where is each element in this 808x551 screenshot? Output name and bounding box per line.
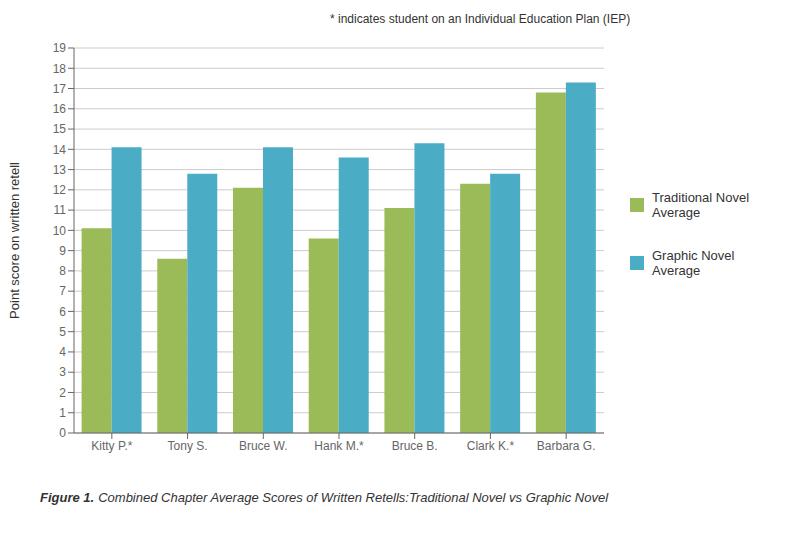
html-text:Graphic Novel: Graphic Novel (652, 248, 735, 263)
svg-text:Bruce W.: Bruce W. (239, 439, 288, 453)
svg-text:15: 15 (53, 122, 67, 136)
svg-text:9: 9 (59, 244, 66, 258)
html-text:Traditional Novel: Traditional Novel (652, 190, 750, 205)
svg-text:19: 19 (53, 41, 67, 55)
svg-text:2: 2 (59, 386, 66, 400)
svg-text:Point score on written retell: Point score on written retell (8, 162, 22, 319)
svg-text:Tony S.: Tony S. (168, 439, 208, 453)
svg-text:14: 14 (53, 143, 67, 157)
svg-text:4: 4 (59, 345, 66, 359)
svg-text:16: 16 (53, 102, 67, 116)
svg-text:6: 6 (59, 305, 66, 319)
svg-text:1: 1 (59, 406, 66, 420)
svg-text:Bruce B.: Bruce B. (392, 439, 438, 453)
svg-text:5: 5 (59, 325, 66, 339)
svg-text:11: 11 (54, 203, 67, 217)
svg-text:Barbara G.: Barbara G. (537, 439, 596, 453)
svg-text:18: 18 (53, 62, 67, 76)
svg-text:Kitty P.*: Kitty P.* (91, 439, 132, 453)
html-text:Figure 1. Combined Chapter Ave: Figure 1. Combined Chapter Average Score… (40, 490, 609, 505)
svg-text:8: 8 (59, 264, 66, 278)
svg-text:3: 3 (59, 365, 66, 379)
svg-text:Clark K.*: Clark K.* (467, 439, 515, 453)
html-text:Average: Average (652, 205, 701, 220)
svg-text:12: 12 (53, 183, 67, 197)
svg-text:Hank M.*: Hank M.* (314, 439, 364, 453)
svg-text:0: 0 (59, 426, 66, 440)
svg-text:7: 7 (59, 284, 66, 298)
html-text:Average: Average (652, 263, 701, 278)
html-text:* indicates student on an Indi: * indicates student on an Individual Edu… (330, 12, 631, 26)
svg-text:17: 17 (53, 82, 67, 96)
svg-text:10: 10 (53, 224, 67, 238)
svg-text:13: 13 (53, 163, 67, 177)
